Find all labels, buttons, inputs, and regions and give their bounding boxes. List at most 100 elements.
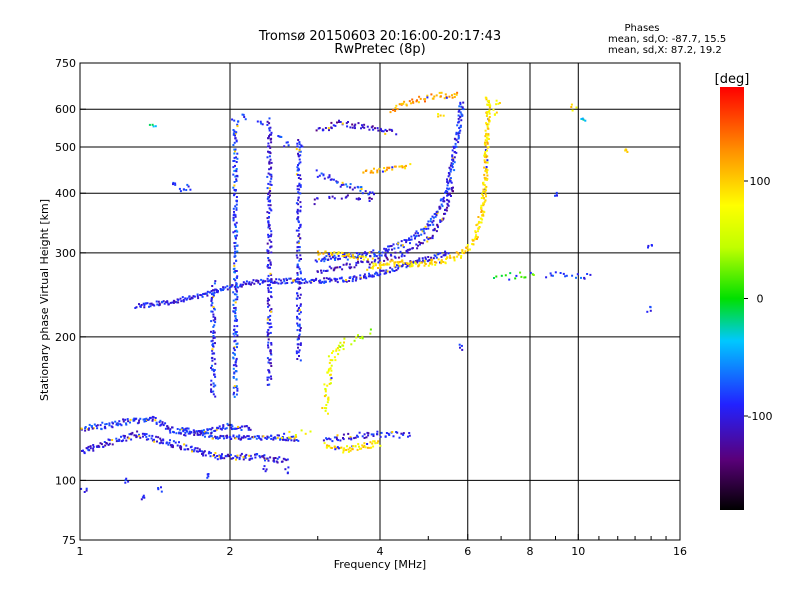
scatter-point xyxy=(269,349,272,352)
scatter-point xyxy=(235,156,237,159)
scatter-point xyxy=(483,154,486,157)
scatter-point xyxy=(275,281,278,284)
scatter-point xyxy=(351,280,354,283)
scatter-point xyxy=(338,121,340,123)
scatter-point xyxy=(273,280,276,283)
scatter-point xyxy=(129,418,132,421)
scatter-point xyxy=(234,134,236,137)
scatter-point xyxy=(343,253,345,255)
scatter-point xyxy=(384,249,387,252)
scatter-point xyxy=(336,281,339,284)
scatter-point xyxy=(296,278,298,281)
scatter-point xyxy=(446,187,449,190)
scatter-point xyxy=(487,133,490,136)
scatter-point xyxy=(483,142,486,145)
scatter-point xyxy=(88,427,90,430)
scatter-point xyxy=(469,248,471,251)
scatter-point xyxy=(427,259,430,262)
scatter-point xyxy=(323,256,326,259)
scatter-point xyxy=(359,277,362,280)
scatter-point xyxy=(269,261,272,264)
scatter-point xyxy=(355,336,358,339)
scatter-point xyxy=(443,97,446,100)
scatter-point xyxy=(373,260,376,263)
scatter-point xyxy=(251,457,254,460)
scatter-point xyxy=(363,123,366,126)
scatter-point xyxy=(346,125,349,128)
scatter-point xyxy=(398,261,401,263)
scatter-point xyxy=(424,263,427,265)
scatter-point xyxy=(403,100,406,103)
scatter-point xyxy=(212,390,215,393)
scatter-point xyxy=(415,243,418,246)
scatter-point xyxy=(151,303,154,306)
scatter-point xyxy=(296,142,299,145)
scatter-point xyxy=(117,422,120,425)
scatter-point xyxy=(361,337,364,340)
scatter-point xyxy=(382,130,385,133)
scatter-point xyxy=(236,296,239,298)
scatter-point xyxy=(227,455,230,458)
scatter-point xyxy=(336,347,339,349)
scatter-point xyxy=(376,433,379,436)
scatter-point xyxy=(267,297,269,300)
scatter-point xyxy=(462,108,465,111)
scatter-point xyxy=(211,437,214,440)
scatter-point xyxy=(299,311,302,314)
scatter-point xyxy=(345,449,348,451)
scatter-point xyxy=(485,185,488,188)
scatter-point xyxy=(296,210,299,212)
scatter-point xyxy=(453,137,456,140)
scatter-point xyxy=(332,124,335,127)
scatter-point xyxy=(247,435,250,438)
scatter-point xyxy=(184,428,186,431)
scatter-point xyxy=(270,273,273,276)
scatter-point xyxy=(389,245,392,248)
scatter-point xyxy=(458,109,461,112)
scatter-point xyxy=(234,427,237,430)
scatter-point xyxy=(378,254,381,257)
scatter-point xyxy=(350,437,353,440)
scatter-point xyxy=(167,426,170,429)
scatter-point xyxy=(128,437,131,440)
scatter-point xyxy=(384,128,387,131)
scatter-point xyxy=(266,265,269,268)
scatter-point xyxy=(488,112,491,115)
scatter-point xyxy=(358,253,361,255)
scatter-point xyxy=(325,255,328,258)
scatter-point xyxy=(487,103,489,106)
scatter-point xyxy=(182,430,185,433)
scatter-point xyxy=(342,448,345,451)
scatter-point xyxy=(233,307,236,310)
scatter-point xyxy=(213,308,216,311)
scatter-point xyxy=(233,391,235,394)
scatter-point xyxy=(211,364,213,367)
scatter-point xyxy=(327,396,330,399)
scatter-point xyxy=(361,192,364,195)
scatter-point xyxy=(296,322,299,325)
scatter-point xyxy=(383,259,386,262)
grid-lines xyxy=(80,63,680,540)
scatter-point xyxy=(245,280,248,283)
scatter-point xyxy=(207,475,210,478)
scatter-point xyxy=(296,294,299,297)
scatter-point xyxy=(299,272,302,275)
scatter-point xyxy=(545,276,548,279)
scatter-point xyxy=(486,174,489,177)
scatter-point xyxy=(456,91,459,94)
scatter-point xyxy=(180,300,183,303)
scatter-point xyxy=(183,443,186,446)
scatter-point xyxy=(461,106,464,109)
scatter-point xyxy=(234,226,237,228)
scatter-point xyxy=(262,455,265,457)
scatter-point xyxy=(646,310,649,313)
scatter-point xyxy=(97,444,100,447)
scatter-point xyxy=(118,420,121,423)
scatter-point xyxy=(384,254,387,257)
scatter-point xyxy=(385,263,388,266)
scatter-point xyxy=(211,285,214,287)
scatter-point xyxy=(270,230,273,233)
scatter-point xyxy=(451,155,454,158)
scatter-point xyxy=(483,159,486,162)
scatter-point xyxy=(396,264,398,267)
